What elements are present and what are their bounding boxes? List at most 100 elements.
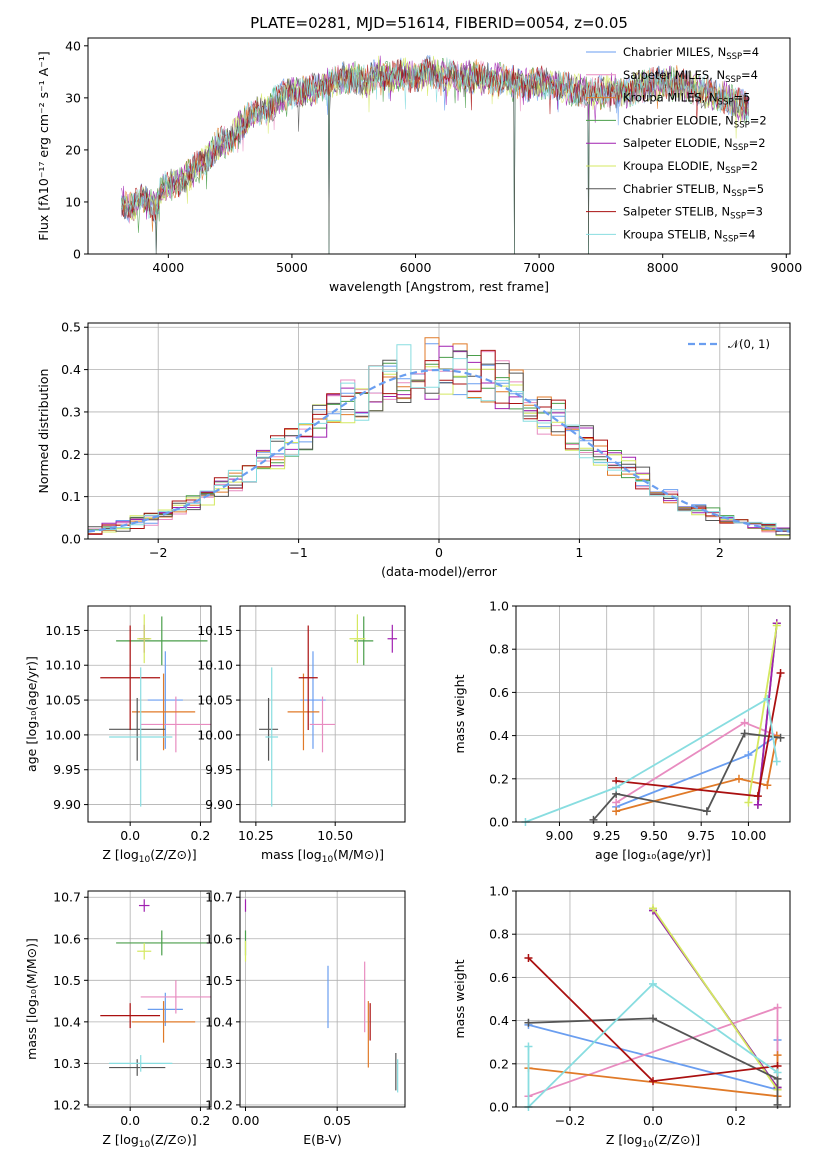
histogram-kroupa_stelib <box>88 344 790 535</box>
y-axis-label: Normed distribution <box>36 369 51 494</box>
x-tick-label: 0.0 <box>643 1113 663 1128</box>
spectrum-panel: PLATE=0281, MJD=51614, FIBERID=0054, z=0… <box>36 14 802 294</box>
plot-frame <box>239 605 406 823</box>
y-tick-label: 0.6 <box>489 685 509 700</box>
series-marker-kroupa_stelib <box>649 979 657 988</box>
series-marker-chabrier_stelib <box>702 807 711 816</box>
legend-entry: Chabrier MILES, NSSP=4 <box>623 45 759 62</box>
x-tick-label: 0 <box>435 545 443 560</box>
y-axis-label: mass weight <box>452 959 467 1038</box>
series-marker-salpeter_miles <box>773 1003 782 1012</box>
series-marker-salpeter_stelib <box>524 953 533 962</box>
massweight_vs_Z-panel: −0.2 0.0 0.2 0.0 0.2 0.4 0.6 0.8 1.0 Z [log10(Z/Z… <box>452 884 791 1150</box>
y-tick-label: 10.4 <box>205 1014 233 1029</box>
y-tick-label: 10.10 <box>45 658 81 673</box>
x-tick-label: 9.25 <box>593 828 621 843</box>
series-marker-kroupa_stelib <box>524 1042 533 1051</box>
spectrum-line-salpeter_elodie <box>121 55 749 221</box>
x-tick-label: 7000 <box>523 260 555 275</box>
normal-curve <box>87 368 791 533</box>
plot-frame <box>87 37 791 255</box>
x-tick-label: 0.2 <box>726 1113 746 1128</box>
spectrum-line-salpeter_stelib <box>121 58 749 222</box>
x-tick-label: 0.0 <box>120 828 140 843</box>
x-tick-label: −1 <box>289 545 307 560</box>
y-tick-label: 0.6 <box>489 970 509 985</box>
y-tick-label: 9.90 <box>53 797 81 812</box>
x-tick-label: 10.00 <box>731 828 767 843</box>
x-axis-label: age [log₁₀(age/yr)] <box>595 847 711 862</box>
series-marker-kroupa_stelib <box>763 694 772 703</box>
x-axis-label: E(B-V) <box>303 1132 342 1147</box>
y-tick-label: 0.8 <box>489 642 509 657</box>
series-marker-salpeter_stelib <box>753 792 762 801</box>
series-marker-chabrier_stelib <box>589 815 598 824</box>
y-tick-label: 9.90 <box>205 797 233 812</box>
y-tick-label: 0.0 <box>489 815 509 830</box>
series-marker-kroupa_miles <box>612 807 621 816</box>
y-tick-label: 0 <box>73 247 81 262</box>
series-marker-salpeter_elodie <box>753 800 762 809</box>
spectrum-line-kroupa_stelib <box>121 57 749 219</box>
legend-entry: 𝒩(0, 1) <box>728 337 770 351</box>
age_vs_mass-panel: 10.25 10.50 9.90 9.95 10.00 10.05 10.10 10.15 ma… <box>197 605 406 865</box>
series-line-kroupa_miles <box>615 735 778 813</box>
x-tick-label: 0.05 <box>323 1113 351 1128</box>
series-marker-kroupa_elodie <box>649 904 657 913</box>
legend-entry: Kroupa ELODIE, NSSP=2 <box>623 159 758 176</box>
y-tick-label: 10.3 <box>53 1056 81 1071</box>
x-tick-label: −2 <box>149 545 167 560</box>
series-marker-chabrier_stelib <box>740 729 749 738</box>
legend-entry: Salpeter STELIB, NSSP=3 <box>623 205 763 222</box>
series-marker-salpeter_miles <box>612 798 621 807</box>
y-tick-label: 0.4 <box>489 1013 509 1028</box>
series-marker-kroupa_stelib <box>773 1068 782 1077</box>
series-line-kroupa_stelib <box>525 697 778 823</box>
plot-frame <box>87 605 212 823</box>
x-tick-label: 6000 <box>400 260 432 275</box>
y-tick-label: 10.00 <box>45 727 81 742</box>
massweight_vs_age-panel: 9.00 9.25 9.50 9.75 10.00 0.0 0.2 0.4 0.6 0.8 1.0 a… <box>452 599 791 862</box>
y-tick-label: 10.05 <box>45 693 81 708</box>
x-axis-label: Z [log10(Z/Z⊙)] <box>102 847 196 865</box>
y-tick-label: 30 <box>65 90 81 105</box>
y-tick-label: 0.2 <box>489 1056 509 1071</box>
y-axis-label: Flux [fλ10⁻¹⁷ erg cm⁻² s⁻¹ A⁻¹] <box>36 51 51 240</box>
series-marker-kroupa_miles <box>773 1051 782 1060</box>
y-tick-label: 10.15 <box>197 623 233 638</box>
series-marker-kroupa_miles <box>734 774 743 783</box>
y-tick-label: 1.0 <box>489 599 509 614</box>
plot-frame <box>87 890 212 1108</box>
series-marker-chabrier_stelib <box>649 1014 657 1023</box>
x-tick-label: 9.75 <box>687 828 715 843</box>
x-tick-label: 8000 <box>647 260 679 275</box>
y-tick-label: 9.95 <box>205 762 233 777</box>
y-tick-label: 0.5 <box>61 320 81 335</box>
plot-frame <box>239 890 406 1108</box>
x-axis-label: (data-model)/error <box>381 564 498 579</box>
y-tick-label: 10.2 <box>53 1097 81 1112</box>
y-axis-label: mass [log₁₀(M/M⊙)] <box>24 938 39 1060</box>
legend-entry: Kroupa STELIB, NSSP=4 <box>623 227 755 244</box>
series-marker-chabrier_stelib <box>524 1018 533 1027</box>
legend-entry: Kroupa MILES, NSSP=5 <box>623 91 750 108</box>
y-tick-label: 10.6 <box>205 931 233 946</box>
legend-entry: Chabrier ELODIE, NSSP=2 <box>623 113 767 130</box>
x-tick-label: 0.2 <box>191 828 211 843</box>
y-tick-label: 20 <box>65 142 81 157</box>
y-tick-label: 0.1 <box>61 489 81 504</box>
y-axis-label: age [log₁₀(age/yr)] <box>24 656 39 772</box>
mass_vs_Z-panel: 0.0 0.2 10.2 10.3 10.4 10.5 10.6 10.7 Z [log10(Z… <box>24 890 212 1150</box>
y-tick-label: 0.2 <box>489 771 509 786</box>
y-tick-label: 0.4 <box>489 728 509 743</box>
x-tick-label: 1 <box>575 545 583 560</box>
plot-frame <box>515 605 791 823</box>
x-tick-label: 9000 <box>770 260 802 275</box>
y-tick-label: 0.2 <box>61 447 81 462</box>
y-tick-label: 40 <box>65 38 81 53</box>
y-tick-label: 10.15 <box>45 623 81 638</box>
series-marker-chabrier_stelib <box>776 733 785 742</box>
series-line-kroupa_elodie <box>747 625 778 803</box>
series-marker-chabrier_miles <box>744 751 753 760</box>
